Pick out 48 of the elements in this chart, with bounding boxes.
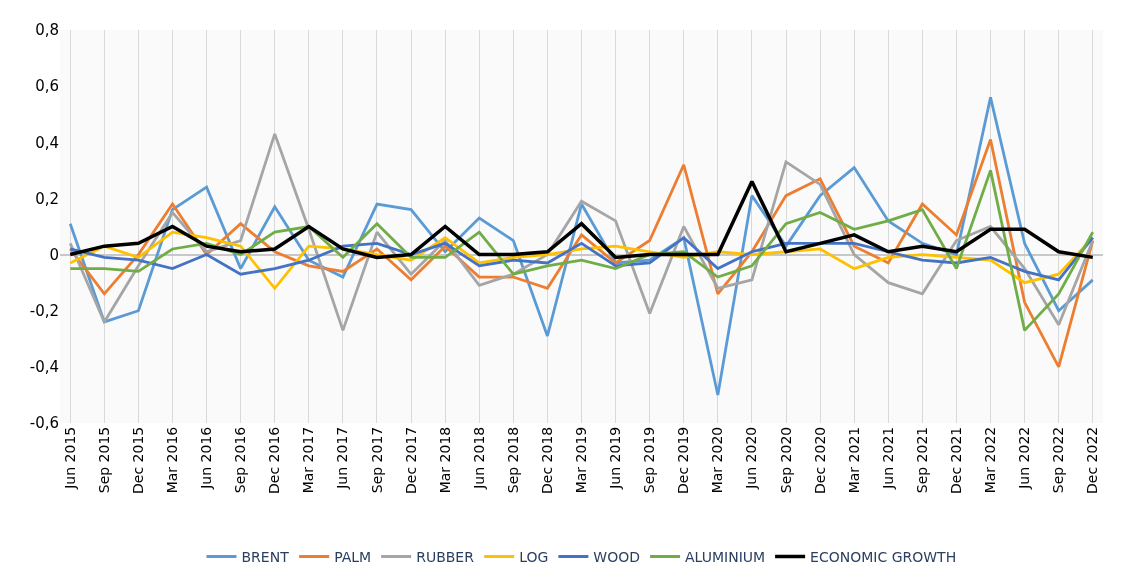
- x-tick-label: Dec 2022: [1084, 426, 1101, 494]
- legend-label: ALUMINIUM: [685, 548, 766, 565]
- x-tick-label: Jun 2019: [607, 426, 624, 490]
- y-tick-label: 0: [49, 245, 59, 264]
- x-tick-label: Dec 2017: [402, 426, 419, 494]
- x-tick-label: Mar 2020: [709, 426, 726, 494]
- x-tick-label: Jun 2016: [198, 426, 215, 490]
- x-tick-label: Mar 2018: [436, 426, 453, 494]
- legend-label: LOG: [519, 548, 549, 565]
- x-tick-label: Mar 2016: [164, 426, 181, 494]
- x-tick-label: Dec 2021: [947, 426, 964, 494]
- x-tick-label: Sep 2022: [1050, 426, 1067, 494]
- x-tick-label: Mar 2021: [845, 426, 862, 494]
- y-tick-label: 0,4: [35, 133, 59, 152]
- legend-label: PALM: [334, 548, 372, 565]
- x-tick-label: Dec 2016: [266, 426, 283, 494]
- x-tick-label: Sep 2017: [368, 426, 385, 494]
- x-tick-label: Jun 2015: [61, 426, 78, 490]
- x-tick-label: Sep 2018: [504, 426, 521, 494]
- y-tick-label: -0,4: [29, 358, 59, 377]
- x-tick-label: Jun 2018: [470, 426, 487, 490]
- x-tick-label: Sep 2019: [641, 426, 658, 494]
- x-tick-label: Sep 2015: [95, 426, 112, 494]
- x-tick-label: Dec 2020: [811, 426, 828, 494]
- y-tick-label: 0,2: [35, 189, 59, 208]
- y-tick-label: 0,6: [35, 77, 59, 96]
- x-tick-label: Dec 2015: [129, 426, 146, 494]
- x-tick-label: Dec 2019: [675, 426, 692, 494]
- legend-label: BRENT: [241, 548, 290, 565]
- line-series: [68, 168, 1095, 332]
- x-tick-label: Mar 2017: [300, 426, 317, 494]
- line-series: [68, 179, 1095, 260]
- legend-label: ECONOMIC GROWTH: [810, 548, 957, 565]
- legend-label: WOOD: [593, 548, 641, 565]
- x-tick-label: Jun 2017: [334, 426, 351, 490]
- y-tick-label: 0,8: [35, 21, 59, 40]
- x-tick-label: Mar 2019: [573, 426, 590, 494]
- x-tick-label: Jun 2021: [879, 426, 896, 490]
- x-tick-label: Sep 2021: [913, 426, 930, 494]
- y-tick-label: -0,2: [29, 301, 59, 320]
- x-tick-label: Sep 2016: [232, 426, 249, 494]
- x-tick-label: Jun 2020: [743, 426, 760, 490]
- y-tick-label: -0,6: [29, 414, 59, 433]
- x-tick-label: Mar 2022: [982, 426, 999, 494]
- x-tick-label: Jun 2022: [1016, 426, 1033, 490]
- legend-label: RUBBER: [416, 548, 475, 565]
- x-tick-label: Dec 2018: [538, 426, 555, 494]
- x-tick-label: Sep 2020: [777, 426, 794, 494]
